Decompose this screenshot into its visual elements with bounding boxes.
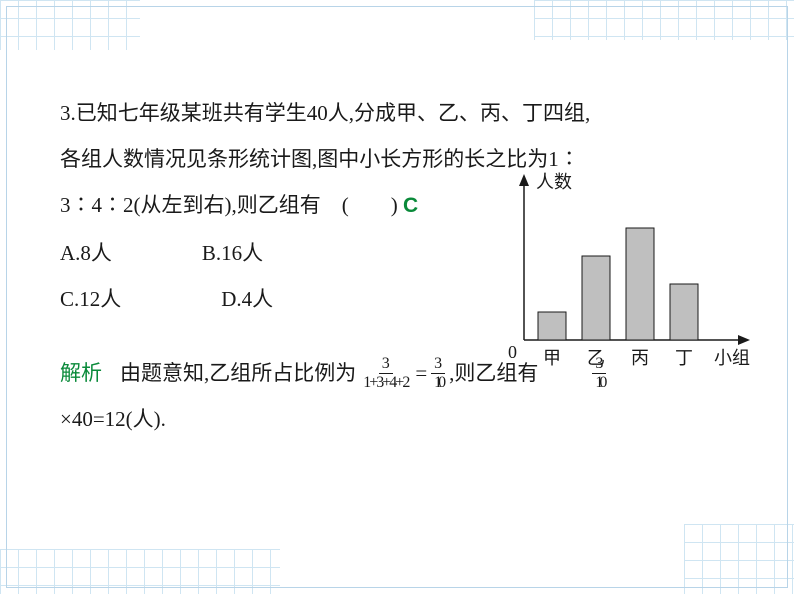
frac2-den: 10 bbox=[431, 374, 445, 392]
svg-text:0: 0 bbox=[508, 342, 517, 362]
solution-label: 解析 bbox=[60, 350, 102, 396]
solution-part1: 由题意知,乙组所占比例为 bbox=[120, 350, 356, 396]
solution-line-2: ×40=12(人). bbox=[60, 396, 754, 442]
answer-letter: C bbox=[403, 194, 418, 217]
svg-text:小组: 小组 bbox=[714, 348, 750, 368]
fraction-2: 3 10 bbox=[431, 355, 445, 391]
fraction-1: 3 1+3+4+2 bbox=[360, 355, 411, 391]
option-d: D.4人 bbox=[221, 276, 273, 322]
option-a: A.8人 bbox=[60, 230, 112, 276]
question-line-1: 3.已知七年级某班共有学生40人,分成甲、乙、丙、丁四组, bbox=[60, 90, 754, 136]
question-line-3-text: 3∶4∶2(从左到右),则乙组有 ( ) bbox=[60, 193, 398, 217]
svg-text:丙: 丙 bbox=[631, 348, 649, 368]
option-c: C.12人 bbox=[60, 276, 121, 322]
svg-text:甲: 甲 bbox=[543, 348, 561, 368]
bar-chart: 人数小组 0 甲 乙 丙 丁 bbox=[494, 170, 754, 380]
frac1-den: 1+3+4+2 bbox=[360, 374, 411, 392]
frac2-num: 3 bbox=[431, 355, 445, 374]
frac1-num: 3 bbox=[379, 355, 393, 374]
eq1: = bbox=[415, 350, 427, 396]
svg-text:丁: 丁 bbox=[675, 348, 693, 368]
option-b: B.16人 bbox=[202, 230, 263, 276]
svg-text:乙: 乙 bbox=[587, 348, 605, 368]
svg-text:人数: 人数 bbox=[536, 172, 572, 192]
